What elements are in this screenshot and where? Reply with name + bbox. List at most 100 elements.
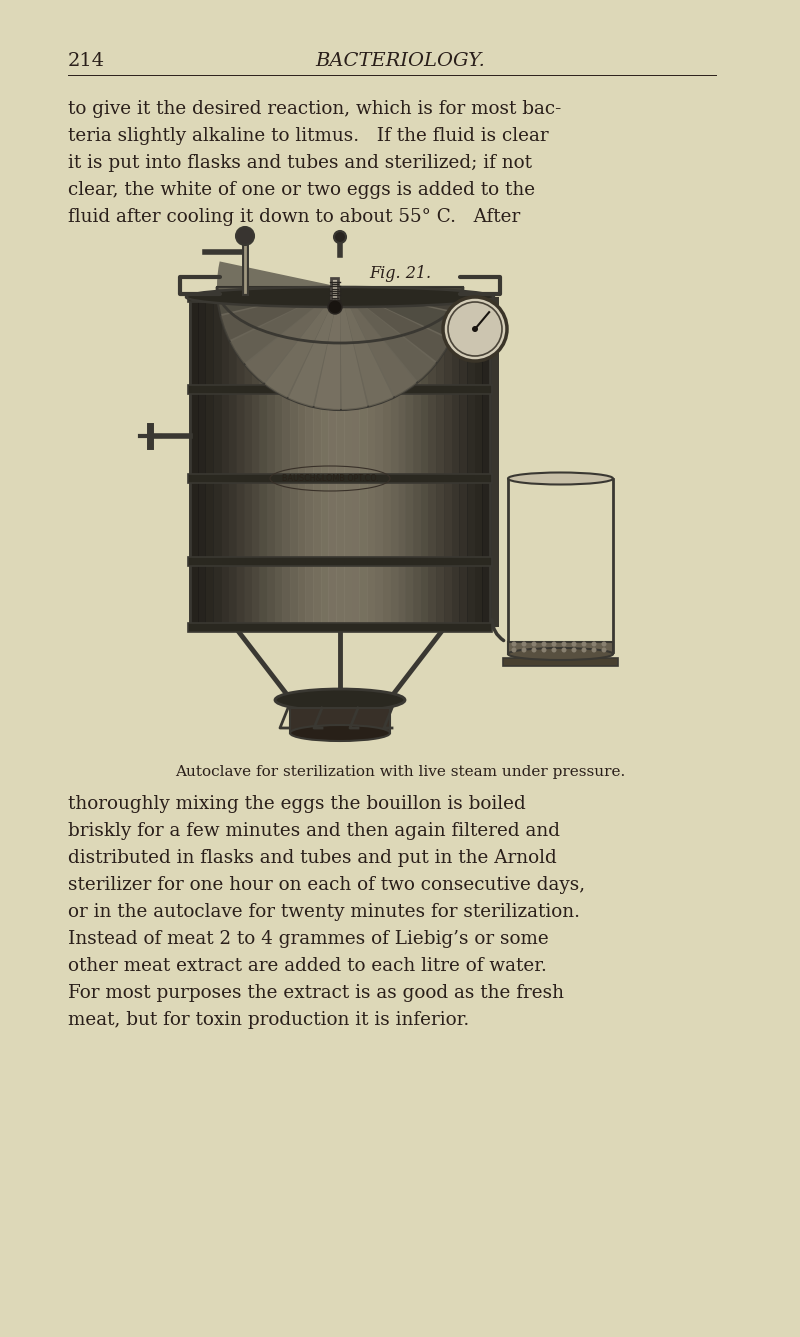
Bar	[251, 297, 260, 627]
Circle shape	[602, 642, 606, 647]
Bar	[406, 297, 414, 627]
Text: clear, the white of one or two eggs is added to the: clear, the white of one or two eggs is a…	[68, 180, 535, 199]
Wedge shape	[340, 287, 417, 397]
Circle shape	[328, 299, 342, 314]
Bar	[282, 297, 291, 627]
Wedge shape	[245, 287, 340, 384]
Circle shape	[562, 647, 566, 652]
Wedge shape	[340, 287, 367, 410]
Wedge shape	[340, 287, 460, 338]
Bar	[398, 297, 406, 627]
Bar	[221, 297, 230, 627]
Bar	[451, 297, 460, 627]
Text: to give it the desired reaction, which is for most bac-: to give it the desired reaction, which i…	[68, 100, 562, 118]
Wedge shape	[340, 287, 436, 382]
Circle shape	[531, 647, 537, 652]
Text: or in the autoclave for twenty minutes for sterilization.: or in the autoclave for twenty minutes f…	[68, 902, 580, 921]
Bar	[198, 297, 206, 627]
Circle shape	[531, 642, 537, 647]
Text: other meat extract are added to each litre of water.: other meat extract are added to each lit…	[68, 957, 547, 975]
Circle shape	[511, 642, 517, 647]
Circle shape	[472, 326, 478, 332]
Wedge shape	[340, 287, 394, 406]
Circle shape	[591, 647, 597, 652]
Bar	[390, 297, 398, 627]
Text: sterilizer for one hour on each of two consecutive days,: sterilizer for one hour on each of two c…	[68, 876, 585, 894]
Circle shape	[511, 647, 517, 652]
Circle shape	[562, 642, 566, 647]
Wedge shape	[340, 287, 451, 362]
Circle shape	[582, 647, 586, 652]
Bar	[190, 297, 490, 627]
Circle shape	[551, 642, 557, 647]
Text: fluid after cooling it down to about 55° C.   After: fluid after cooling it down to about 55°…	[68, 209, 520, 226]
Bar	[313, 297, 322, 627]
Circle shape	[551, 647, 557, 652]
Bar	[188, 385, 492, 394]
Bar	[374, 297, 383, 627]
Wedge shape	[340, 287, 463, 313]
Bar	[190, 297, 198, 627]
Bar	[503, 658, 618, 666]
Text: distributed in flasks and tubes and put in the Arnold: distributed in flasks and tubes and put …	[68, 849, 557, 866]
Text: meat, but for toxin production it is inferior.: meat, but for toxin production it is inf…	[68, 1011, 470, 1029]
Text: briskly for a few minutes and then again filtered and: briskly for a few minutes and then again…	[68, 822, 560, 840]
Bar	[444, 297, 452, 627]
Text: it is put into flasks and tubes and sterilized; if not: it is put into flasks and tubes and ster…	[68, 154, 532, 172]
Bar	[229, 297, 237, 627]
Bar	[344, 297, 352, 627]
Text: For most purposes the extract is as good as the fresh: For most purposes the extract is as good…	[68, 984, 564, 1001]
Bar	[274, 297, 283, 627]
Circle shape	[571, 642, 577, 647]
Ellipse shape	[186, 287, 494, 308]
Bar	[490, 297, 498, 627]
Wedge shape	[217, 287, 340, 314]
Bar	[382, 297, 391, 627]
Circle shape	[602, 647, 606, 652]
Wedge shape	[314, 287, 340, 410]
Bar	[482, 297, 491, 627]
Wedge shape	[217, 287, 463, 410]
Wedge shape	[288, 287, 340, 406]
Circle shape	[522, 642, 526, 647]
Text: Autoclave for sterilization with live steam under pressure.: Autoclave for sterilization with live st…	[175, 765, 625, 779]
Bar	[321, 297, 330, 627]
Text: Instead of meat 2 to 4 grammes of Liebig’s or some: Instead of meat 2 to 4 grammes of Liebig…	[68, 931, 549, 948]
Bar	[188, 293, 492, 302]
Bar	[436, 297, 445, 627]
Bar	[467, 297, 475, 627]
Ellipse shape	[275, 689, 405, 711]
Circle shape	[522, 647, 526, 652]
Bar	[421, 297, 430, 627]
Bar	[413, 297, 422, 627]
Circle shape	[582, 642, 586, 647]
Text: Fig. 21.: Fig. 21.	[369, 265, 431, 282]
Bar	[188, 556, 492, 566]
Circle shape	[571, 647, 577, 652]
Bar	[336, 297, 345, 627]
Circle shape	[542, 642, 546, 647]
Bar	[474, 297, 483, 627]
Circle shape	[591, 642, 597, 647]
Bar	[206, 297, 214, 627]
Circle shape	[334, 231, 346, 243]
Bar	[329, 297, 337, 627]
Wedge shape	[221, 287, 340, 341]
Bar	[306, 297, 314, 627]
Text: 214: 214	[68, 52, 105, 70]
Bar	[508, 642, 613, 654]
Wedge shape	[265, 287, 340, 398]
Bar	[259, 297, 268, 627]
Bar	[359, 297, 368, 627]
Bar	[351, 297, 360, 627]
Text: teria slightly alkaline to litmus.   If the fluid is clear: teria slightly alkaline to litmus. If th…	[68, 127, 549, 144]
Ellipse shape	[448, 302, 502, 356]
Circle shape	[236, 227, 254, 245]
Text: thoroughly mixing the eggs the bouillon is boiled: thoroughly mixing the eggs the bouillon …	[68, 796, 526, 813]
Bar	[236, 297, 245, 627]
Bar	[190, 297, 490, 627]
Bar	[267, 297, 275, 627]
Bar	[429, 297, 437, 627]
Bar	[459, 297, 468, 627]
Wedge shape	[217, 262, 340, 287]
